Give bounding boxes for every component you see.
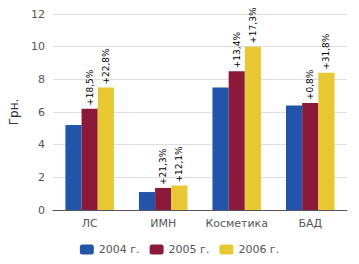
svg-text:+13,4%: +13,4%: [232, 32, 242, 69]
svg-text:+17,3%: +17,3%: [248, 7, 258, 44]
svg-text:0: 0: [38, 204, 45, 217]
svg-text:+22,8%: +22,8%: [101, 48, 111, 85]
svg-text:ЛС: ЛС: [82, 217, 98, 230]
svg-text:Грн.: Грн.: [7, 99, 21, 126]
svg-text:Косметика: Косметика: [205, 217, 268, 230]
svg-text:2004 г.: 2004 г.: [99, 243, 140, 256]
svg-text:+12,1%: +12,1%: [174, 146, 184, 183]
svg-text:12: 12: [31, 8, 45, 21]
svg-text:8: 8: [38, 73, 45, 86]
svg-text:ИМН: ИМН: [150, 217, 176, 230]
svg-text:+18,5%: +18,5%: [85, 69, 95, 106]
svg-text:2005 г.: 2005 г.: [169, 243, 210, 256]
svg-text:4: 4: [38, 138, 45, 151]
svg-text:2: 2: [38, 171, 45, 184]
svg-text:БАД: БАД: [298, 217, 322, 230]
svg-text:+0,8%: +0,8%: [305, 69, 315, 100]
svg-text:6: 6: [38, 106, 45, 119]
svg-text:+31,8%: +31,8%: [321, 33, 331, 70]
svg-text:2006 г.: 2006 г.: [238, 243, 279, 256]
svg-text:10: 10: [31, 40, 45, 53]
svg-text:+21,3%: +21,3%: [158, 148, 168, 185]
